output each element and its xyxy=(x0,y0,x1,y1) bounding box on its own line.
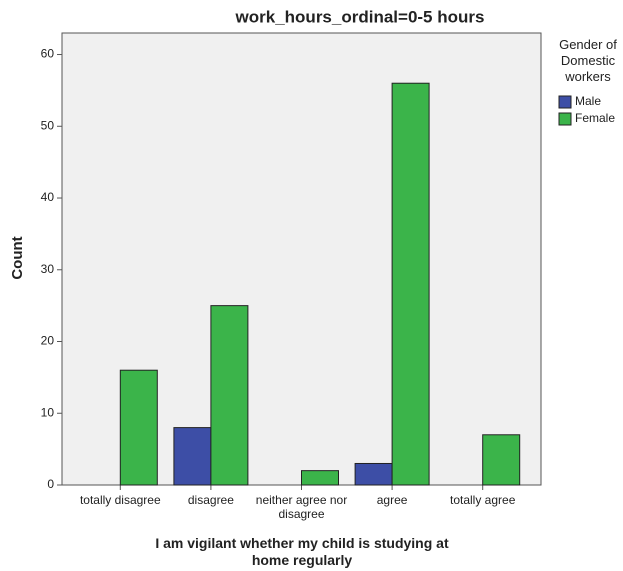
y-tick-label: 50 xyxy=(41,118,55,132)
legend-swatch xyxy=(558,112,572,126)
legend-label: Male xyxy=(575,94,601,108)
x-tick-label: totally agree xyxy=(450,493,516,507)
x-tick-label: agree xyxy=(376,493,408,507)
bar xyxy=(119,369,158,486)
bar xyxy=(354,462,393,486)
y-tick-label: 0 xyxy=(47,477,54,491)
bar xyxy=(391,82,430,486)
bar xyxy=(173,427,212,486)
y-axis-label: Count xyxy=(9,236,26,279)
legend-swatch xyxy=(558,95,572,109)
y-tick-label: 40 xyxy=(41,190,55,204)
bar xyxy=(301,470,339,486)
legend-label: Female xyxy=(575,111,615,125)
bar xyxy=(482,434,521,486)
x-axis-label: I am vigilant whether my child is studyi… xyxy=(155,535,449,568)
y-tick-label: 10 xyxy=(41,405,55,419)
y-tick-label: 20 xyxy=(41,334,55,348)
x-tick-label: neither agree nor disagree xyxy=(255,493,348,521)
bar xyxy=(210,305,249,486)
x-tick-label: totally disagree xyxy=(79,493,161,507)
chart-title: work_hours_ordinal=0-5 hours xyxy=(235,7,485,26)
y-tick-label: 60 xyxy=(41,47,55,61)
x-tick-label: disagree xyxy=(187,493,234,507)
legend-title: Gender of Domestic workers xyxy=(559,37,617,84)
y-tick-label: 30 xyxy=(41,262,55,276)
